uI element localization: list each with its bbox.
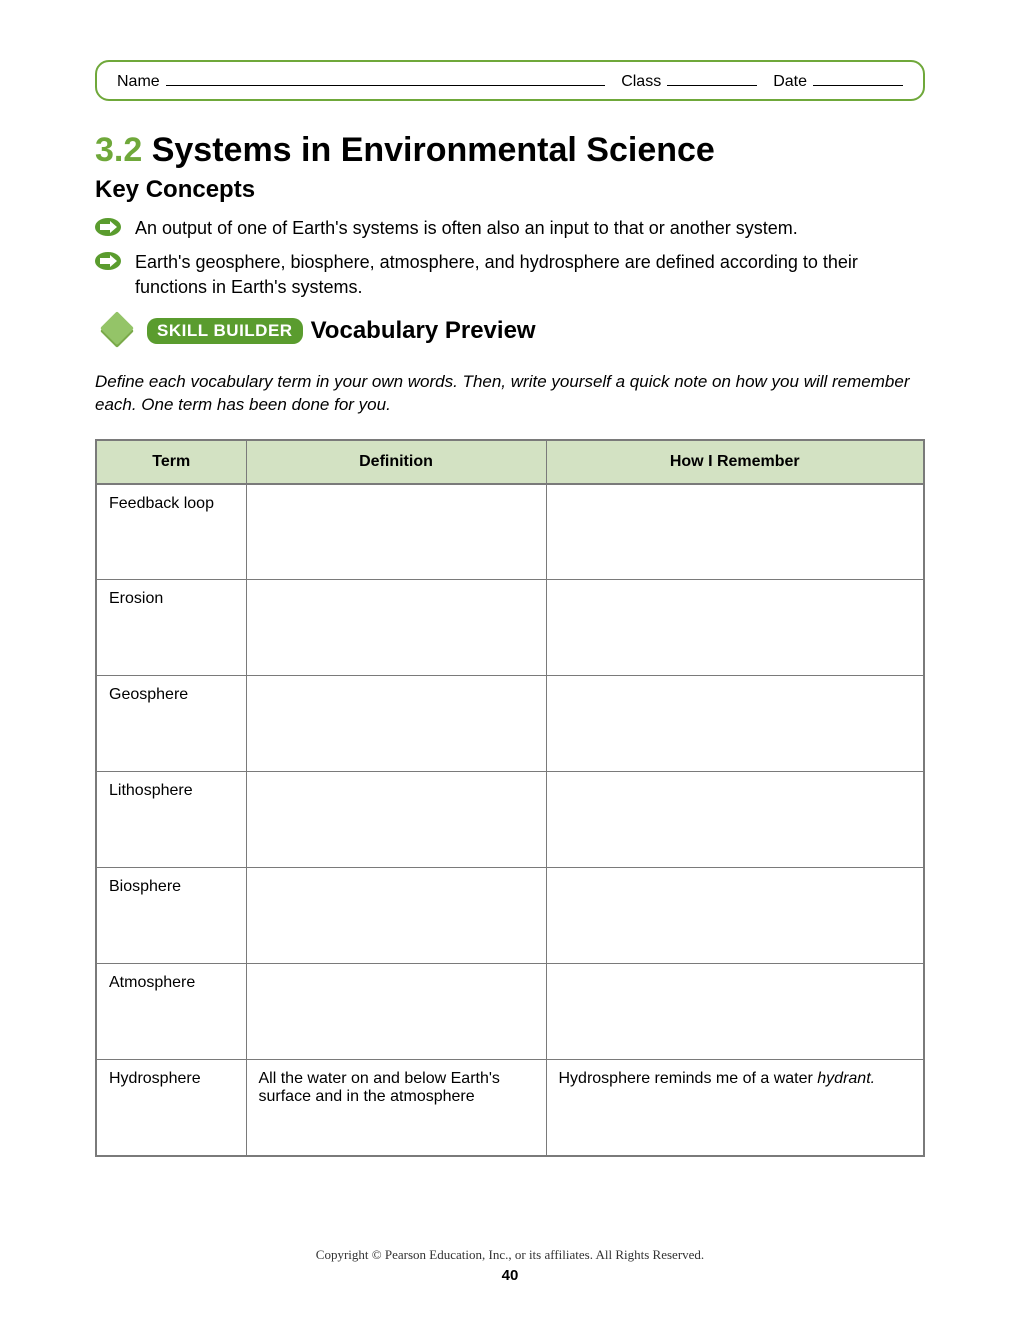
- copyright-text: Copyright © Pearson Education, Inc., or …: [0, 1247, 1020, 1263]
- page-footer: Copyright © Pearson Education, Inc., or …: [0, 1247, 1020, 1284]
- instructions: Define each vocabulary term in your own …: [95, 371, 925, 417]
- definition-cell[interactable]: [246, 964, 546, 1060]
- definition-cell[interactable]: All the water on and below Earth's surfa…: [246, 1060, 546, 1156]
- col-definition: Definition: [246, 440, 546, 484]
- date-blank[interactable]: [813, 70, 903, 86]
- class-blank[interactable]: [667, 70, 757, 86]
- vocab-table: Term Definition How I Remember Feedback …: [95, 439, 925, 1157]
- term-cell: Geosphere: [96, 676, 246, 772]
- remember-cell[interactable]: [546, 772, 924, 868]
- table-row: HydrosphereAll the water on and below Ea…: [96, 1060, 924, 1156]
- remember-cell[interactable]: [546, 676, 924, 772]
- student-info-bar: Name Class Date: [95, 60, 925, 101]
- concept-text: Earth's geosphere, biosphere, atmosphere…: [135, 250, 925, 299]
- concept-item: An output of one of Earth's systems is o…: [95, 216, 925, 240]
- name-label: Name: [117, 73, 160, 91]
- remember-cell[interactable]: [546, 580, 924, 676]
- table-row: Geosphere: [96, 676, 924, 772]
- table-body: Feedback loopErosionGeosphereLithosphere…: [96, 484, 924, 1156]
- definition-cell[interactable]: [246, 580, 546, 676]
- col-term: Term: [96, 440, 246, 484]
- remember-cell[interactable]: [546, 484, 924, 580]
- class-label: Class: [621, 73, 661, 91]
- table-row: Erosion: [96, 580, 924, 676]
- table-row: Feedback loop: [96, 484, 924, 580]
- definition-cell[interactable]: [246, 484, 546, 580]
- name-blank[interactable]: [166, 70, 606, 86]
- concept-item: Earth's geosphere, biosphere, atmosphere…: [95, 250, 925, 299]
- definition-cell[interactable]: [246, 772, 546, 868]
- page-title: 3.2 Systems in Environmental Science: [95, 131, 925, 170]
- term-cell: Feedback loop: [96, 484, 246, 580]
- title-text: Systems in Environmental Science: [152, 131, 715, 169]
- vocab-title: Vocabulary Preview: [311, 317, 536, 345]
- term-cell: Biosphere: [96, 868, 246, 964]
- remember-cell[interactable]: [546, 964, 924, 1060]
- date-label: Date: [773, 73, 807, 91]
- col-remember: How I Remember: [546, 440, 924, 484]
- vocab-preview-header: SKILL BUILDER Vocabulary Preview: [95, 309, 925, 353]
- arrow-icon: [95, 218, 121, 236]
- definition-cell[interactable]: [246, 868, 546, 964]
- key-concepts-heading: Key Concepts: [95, 176, 925, 204]
- term-cell: Lithosphere: [96, 772, 246, 868]
- term-cell: Erosion: [96, 580, 246, 676]
- diamond-icon: [95, 309, 139, 353]
- definition-cell[interactable]: [246, 676, 546, 772]
- concept-text: An output of one of Earth's systems is o…: [135, 216, 798, 240]
- skill-builder-badge: SKILL BUILDER: [147, 318, 303, 344]
- term-cell: Atmosphere: [96, 964, 246, 1060]
- arrow-icon: [95, 252, 121, 270]
- term-cell: Hydrosphere: [96, 1060, 246, 1156]
- table-row: Biosphere: [96, 868, 924, 964]
- table-header-row: Term Definition How I Remember: [96, 440, 924, 484]
- remember-cell[interactable]: Hydrosphere reminds me of a water hydran…: [546, 1060, 924, 1156]
- section-number: 3.2: [95, 131, 142, 169]
- page-number: 40: [0, 1267, 1020, 1284]
- table-row: Lithosphere: [96, 772, 924, 868]
- remember-cell[interactable]: [546, 868, 924, 964]
- table-row: Atmosphere: [96, 964, 924, 1060]
